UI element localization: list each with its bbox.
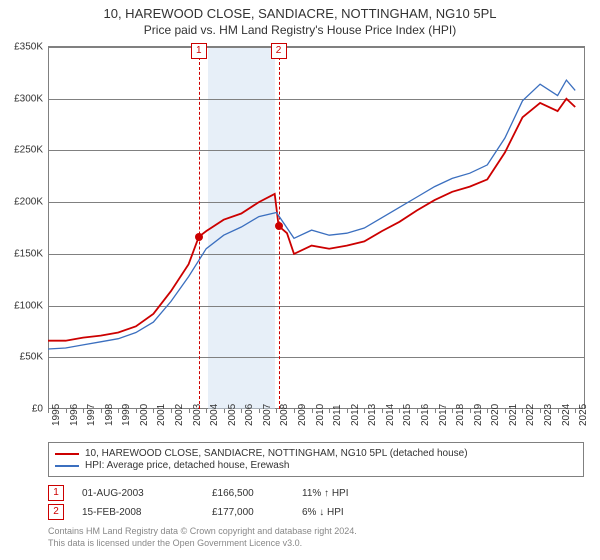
sale-price: £166,500: [212, 488, 302, 499]
sale-dot-icon: [195, 233, 203, 241]
y-tick-label: £350K: [3, 42, 43, 53]
chart-subtitle: Price paid vs. HM Land Registry's House …: [0, 23, 600, 37]
legend-swatch-icon: [55, 453, 79, 455]
y-tick-label: £100K: [3, 300, 43, 311]
y-tick-label: £150K: [3, 248, 43, 259]
titles: 10, HAREWOOD CLOSE, SANDIACRE, NOTTINGHA…: [0, 0, 600, 37]
sale-date: 01-AUG-2003: [82, 488, 212, 499]
sale-marker-box: 2: [271, 43, 287, 59]
series-line-address: [48, 99, 575, 341]
table-row: 2 15-FEB-2008 £177,000 6% ↓ HPI: [48, 504, 392, 520]
table-row: 1 01-AUG-2003 £166,500 11% ↑ HPI: [48, 485, 392, 501]
chart-container: 10, HAREWOOD CLOSE, SANDIACRE, NOTTINGHA…: [0, 0, 600, 560]
sale-dot-icon: [275, 222, 283, 230]
footnote-line: Contains HM Land Registry data © Crown c…: [48, 526, 357, 538]
sale-number-box: 2: [48, 504, 64, 520]
series-line-hpi: [48, 80, 575, 349]
line-series-svg: [48, 47, 584, 409]
y-tick-label: £250K: [3, 145, 43, 156]
sale-delta: 6% ↓ HPI: [302, 507, 392, 518]
sale-price: £177,000: [212, 507, 302, 518]
sale-number-box: 1: [48, 485, 64, 501]
footnote-line: This data is licensed under the Open Gov…: [48, 538, 357, 550]
sale-delta: 11% ↑ HPI: [302, 488, 392, 499]
legend-label: HPI: Average price, detached house, Erew…: [85, 460, 289, 471]
y-tick-label: £300K: [3, 93, 43, 104]
chart-title: 10, HAREWOOD CLOSE, SANDIACRE, NOTTINGHA…: [0, 6, 600, 21]
y-tick-label: £0: [3, 404, 43, 415]
sales-table: 1 01-AUG-2003 £166,500 11% ↑ HPI 2 15-FE…: [48, 482, 392, 523]
legend-row: HPI: Average price, detached house, Erew…: [55, 460, 577, 471]
footnote: Contains HM Land Registry data © Crown c…: [48, 526, 357, 549]
legend-label: 10, HAREWOOD CLOSE, SANDIACRE, NOTTINGHA…: [85, 448, 468, 459]
y-tick-label: £50K: [3, 352, 43, 363]
legend-swatch-icon: [55, 465, 79, 467]
legend: 10, HAREWOOD CLOSE, SANDIACRE, NOTTINGHA…: [48, 442, 584, 477]
y-tick-label: £200K: [3, 197, 43, 208]
legend-row: 10, HAREWOOD CLOSE, SANDIACRE, NOTTINGHA…: [55, 448, 577, 459]
sale-date: 15-FEB-2008: [82, 507, 212, 518]
plot-area: £0£50K£100K£150K£200K£250K£300K£350K 199…: [48, 46, 585, 409]
sale-marker-box: 1: [191, 43, 207, 59]
